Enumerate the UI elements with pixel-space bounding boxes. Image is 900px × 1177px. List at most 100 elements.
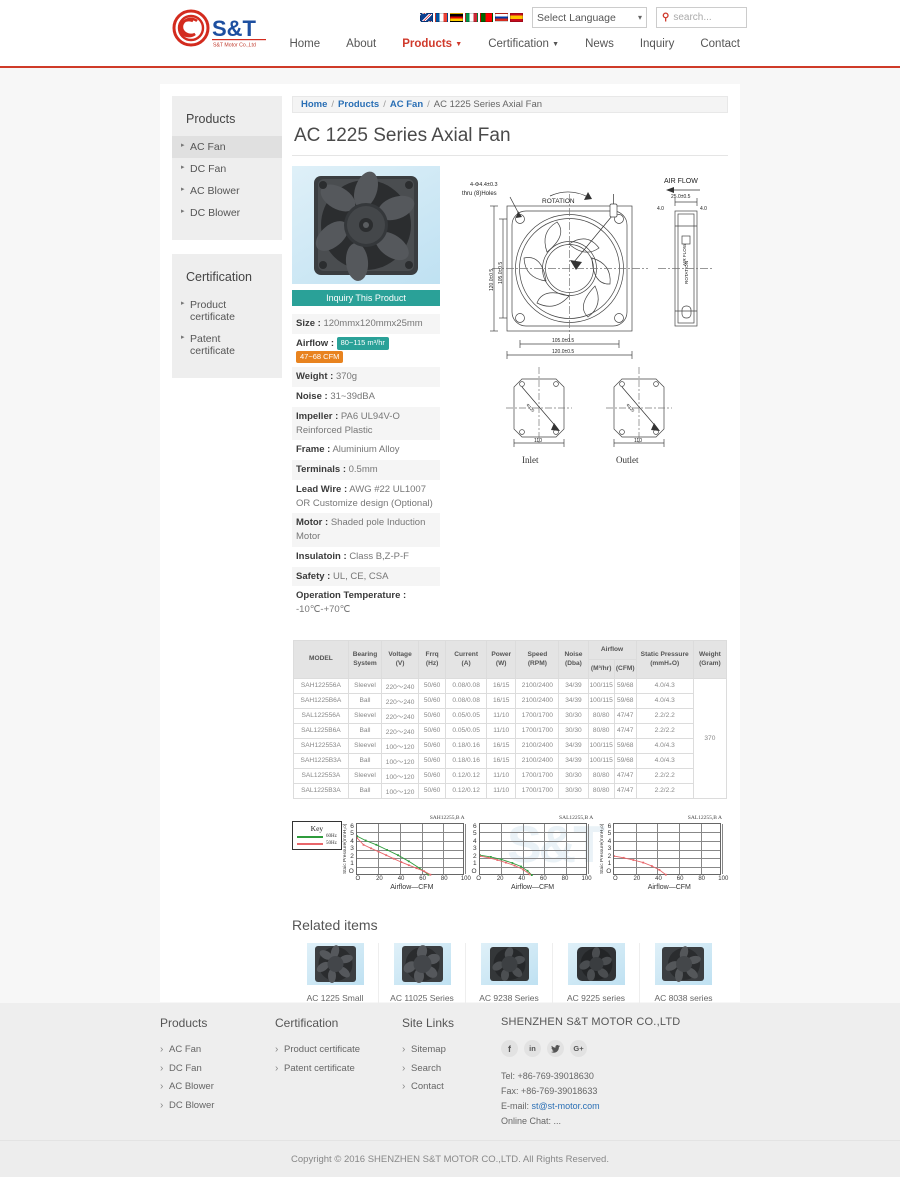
spec-row-noise: Noise : 31~39dBA — [292, 387, 440, 407]
sidebar-item-dc-blower[interactable]: DC Blower — [172, 202, 282, 224]
footer-link-ac-fan[interactable]: AC Fan — [160, 1040, 275, 1060]
uk-flag[interactable] — [420, 13, 433, 22]
sidebar-item-ac-blower[interactable]: AC Blower — [172, 180, 282, 202]
cell-speed: 1700/1700 — [515, 782, 560, 799]
footer-online-chat: Online Chat: ... — [501, 1115, 562, 1126]
cell-current: 0.05/0.05 — [445, 707, 488, 724]
language-select[interactable]: Select Language ▾ — [532, 7, 647, 28]
cell-weight-merged: 370 — [692, 677, 728, 799]
footer-link-patent-certificate[interactable]: Patent certificate — [275, 1059, 402, 1079]
linkedin-icon[interactable]: in — [524, 1040, 541, 1057]
cell-airflow-cfm: 47/47 — [613, 722, 637, 739]
nav-item-about[interactable]: About — [346, 38, 376, 50]
legend-swatch — [297, 842, 323, 845]
site-footer: Products AC Fan DC Fan AC Blower DC Blow… — [0, 1003, 900, 1140]
table-row[interactable]: SAL1225B6A Ball 220～240 50/60 0.05/0.05 … — [293, 722, 727, 739]
italy-flag[interactable] — [465, 13, 478, 22]
dim-width-outer: 120.0±0.5 — [552, 349, 574, 355]
cell-speed: 1700/1700 — [515, 767, 560, 784]
search-box[interactable]: ⚲ search... — [656, 7, 747, 28]
breadcrumb-ac-fan[interactable]: AC Fan — [389, 99, 424, 110]
chart-x-tick: 100 — [718, 875, 729, 882]
outlet-label: Outlet — [616, 455, 639, 465]
spec-label: Frame : — [296, 444, 331, 456]
russia-flag[interactable] — [495, 13, 508, 22]
spec-label: Terminals : — [296, 464, 346, 476]
sidebar-item-label: Product certificate — [190, 299, 235, 323]
cell-bearing: Ball — [347, 722, 383, 739]
breadcrumb-home[interactable]: Home — [301, 99, 328, 110]
table-row[interactable]: SAL1225B3A Ball 100～120 50/60 0.12/0.12 … — [293, 782, 727, 799]
sidebar-item-label: AC Fan — [190, 141, 226, 153]
cell-bearing: Sleevel — [347, 707, 383, 724]
chart-x-tick: 40 — [518, 875, 526, 882]
facebook-icon[interactable]: f — [501, 1040, 518, 1057]
cell-bearing: Sleevel — [347, 677, 383, 694]
table-row[interactable]: SAL122556A Sleevel 220～240 50/60 0.05/0.… — [293, 707, 727, 724]
nav-item-products[interactable]: Products ▼ — [402, 38, 462, 50]
inquiry-this-product-button[interactable]: Inquiry This Product — [292, 290, 440, 306]
spec-label: Size : — [296, 318, 321, 329]
footer-link-contact[interactable]: Contact — [402, 1077, 501, 1097]
chart-gridline-horizontal — [479, 858, 586, 860]
site-logo[interactable]: S&T S&T Motor Co.,Ltd — [172, 8, 282, 54]
footer-link-sitemap[interactable]: Sitemap — [402, 1040, 501, 1060]
footer-link-search[interactable]: Search — [402, 1059, 501, 1079]
product-photo[interactable] — [292, 166, 440, 284]
footer-link-dc-fan[interactable]: DC Fan — [160, 1059, 275, 1079]
footer-email-link[interactable]: st@st-motor.com — [531, 1100, 600, 1111]
cell-static-pressure: 2.2/2.2 — [635, 707, 694, 724]
related-item-thumbnail — [393, 942, 451, 985]
sidebar-item-patent-certificate[interactable]: Patent certificate — [172, 328, 282, 362]
chart-x-ticks: O 20 40 60 80 100 — [613, 875, 728, 884]
svg-text:Φ120: Φ120 — [525, 402, 536, 413]
breadcrumb: Home / Products / AC Fan / AC 1225 Serie… — [292, 96, 728, 113]
nav-item-home[interactable]: Home — [289, 38, 320, 50]
language-flags[interactable] — [420, 13, 523, 22]
related-item[interactable]: AC 9238 Series Axial Fan — [466, 942, 553, 1029]
spain-flag[interactable] — [510, 13, 523, 22]
twitter-icon[interactable] — [547, 1040, 564, 1057]
cell-power: 16/15 — [486, 692, 517, 709]
sidebar-item-ac-fan[interactable]: AC Fan — [172, 136, 282, 158]
dim-height-bolt: 105.0±0.5 — [498, 262, 504, 284]
table-row[interactable]: SAH1225B3A Ball 100～120 50/60 0.18/0.16 … — [293, 752, 727, 769]
th-airflow-m3hr: (M³/hr) — [587, 658, 615, 679]
table-row[interactable]: SAL122553A Sleevel 100～120 50/60 0.12/0.… — [293, 767, 727, 784]
table-row[interactable]: SAH122556A Sleevel 220～240 50/60 0.08/0.… — [293, 677, 728, 799]
googleplus-icon[interactable]: G+ — [570, 1040, 587, 1057]
spec-label: Insulatoin : — [296, 550, 347, 562]
site-header: S&T S&T Motor Co.,Ltd Select Language ▾ … — [0, 0, 900, 68]
cell-freq: 50/60 — [418, 677, 447, 694]
cell-noise: 34/39 — [558, 737, 589, 754]
search-input[interactable]: search... — [673, 12, 712, 23]
sidebar-item-dc-fan[interactable]: DC Fan — [172, 158, 282, 180]
sidebar-item-product-certificate[interactable]: Product certificate — [172, 294, 282, 328]
chart-gridline-horizontal — [479, 832, 586, 834]
table-row[interactable]: SAH1225B6A Ball 220～240 50/60 0.08/0.08 … — [293, 692, 727, 709]
footer-link-product-certificate[interactable]: Product certificate — [275, 1040, 402, 1060]
chart-x-tick: O — [355, 875, 361, 882]
footer-email-row: E-mail: st@st-motor.com — [501, 1099, 731, 1114]
specification-table: MODEL Bearing System Voltage (V) Frrq (Hz) … — [293, 640, 728, 799]
footer-link-ac-blower[interactable]: AC Blower — [160, 1077, 275, 1097]
germany-flag[interactable] — [450, 13, 463, 22]
france-flag[interactable] — [435, 13, 448, 22]
spec-label: Impeller : — [296, 410, 339, 422]
nav-item-inquiry[interactable]: Inquiry — [640, 38, 675, 50]
cell-voltage: 220～240 — [381, 677, 420, 694]
portugal-flag[interactable] — [480, 13, 493, 22]
nav-item-contact[interactable]: Contact — [700, 38, 740, 50]
title-divider — [292, 155, 728, 156]
cell-airflow-cfm: 47/47 — [613, 707, 637, 724]
breadcrumb-products[interactable]: Products — [338, 99, 380, 110]
table-row[interactable]: SAH122553A Sleevel 100～120 50/60 0.18/0.… — [293, 737, 727, 754]
cell-airflow-cfm: 47/47 — [613, 767, 637, 784]
spec-row-motor: Motor : Shaded pole Induction Motor — [292, 513, 440, 547]
cell-current: 0.18/0.16 — [445, 752, 488, 769]
chart-gridline-vertical — [400, 823, 401, 874]
nav-item-news[interactable]: News — [585, 38, 614, 50]
chart-gridline-vertical — [679, 823, 680, 874]
nav-item-certification[interactable]: Certification ▼ — [488, 38, 559, 50]
footer-link-dc-blower[interactable]: DC Blower — [160, 1096, 275, 1116]
